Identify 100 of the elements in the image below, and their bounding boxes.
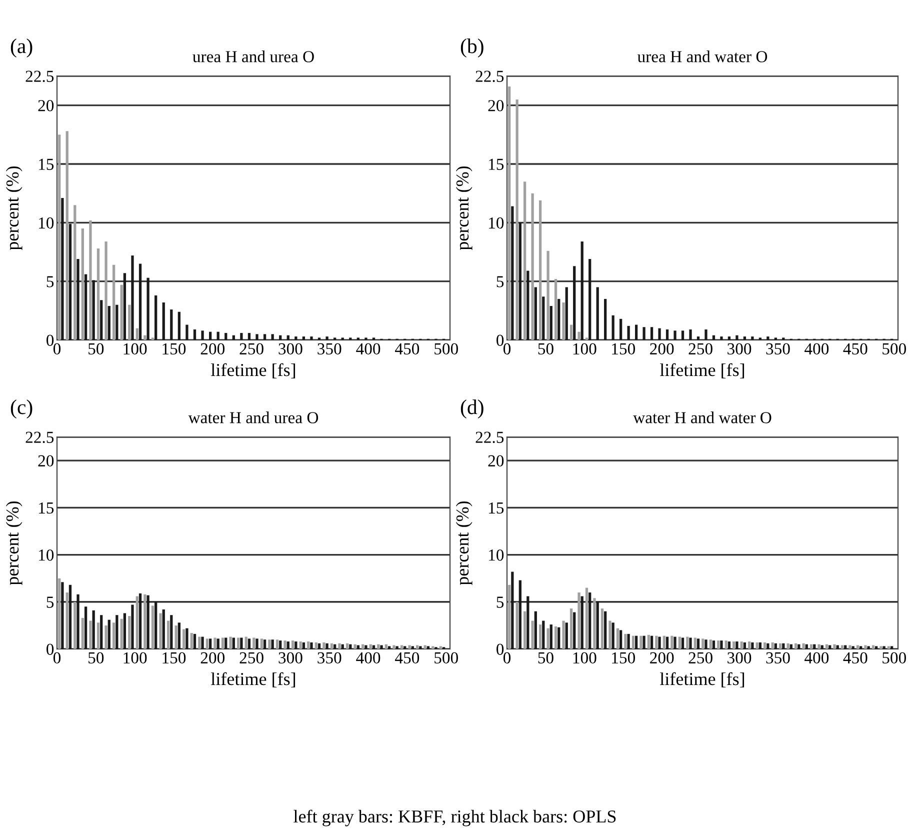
bar — [120, 284, 123, 340]
bar — [844, 645, 847, 649]
x-tick-label: 50 — [88, 652, 104, 664]
bar — [534, 287, 537, 340]
x-tick-label: 100 — [124, 652, 147, 664]
bar — [354, 644, 356, 649]
bar — [68, 224, 72, 340]
bar — [736, 335, 738, 340]
bar — [666, 636, 669, 649]
bar — [736, 641, 738, 649]
bar — [252, 638, 256, 649]
bar — [294, 641, 298, 649]
y-tick-label: 20 — [488, 455, 504, 466]
bar — [554, 626, 558, 649]
bar — [92, 280, 95, 340]
x-tick-label: 450 — [843, 652, 868, 664]
x-axis-title: lifetime [fs] — [660, 363, 744, 378]
bar — [751, 642, 754, 649]
bar — [96, 622, 100, 649]
x-tick-label: 350 — [766, 652, 790, 664]
bar — [662, 636, 666, 649]
x-tick-label: 500 — [882, 652, 906, 664]
bar — [790, 644, 792, 649]
bar — [131, 604, 134, 649]
x-tick-label: 250 — [688, 343, 712, 355]
bar — [634, 324, 638, 340]
bar — [612, 622, 614, 649]
bar — [112, 622, 116, 649]
bar — [224, 332, 228, 340]
bar — [104, 241, 108, 340]
bar — [208, 332, 212, 340]
bar — [326, 643, 328, 649]
bar — [704, 640, 708, 649]
bar — [232, 638, 235, 649]
bar — [825, 644, 828, 649]
bar — [271, 640, 274, 649]
bar — [380, 645, 383, 649]
bar — [771, 642, 774, 649]
bar — [162, 302, 165, 340]
bar — [404, 646, 406, 649]
x-tick-label: 300 — [728, 652, 752, 664]
x-tick-label: 150 — [612, 652, 636, 664]
chart-title: urea H and urea O — [192, 50, 314, 62]
y-tick-label: 20 — [38, 455, 54, 466]
x-tick-label: 150 — [162, 652, 186, 664]
bar — [286, 335, 290, 340]
bar — [542, 296, 545, 340]
bar — [627, 634, 630, 649]
bar — [538, 624, 542, 649]
bar — [627, 326, 630, 340]
y-tick-label: 10 — [39, 549, 54, 561]
bar — [318, 643, 321, 649]
y-axis-title: percent (%) — [456, 501, 472, 586]
bar — [151, 606, 154, 649]
bar — [232, 335, 235, 340]
bar — [709, 640, 712, 649]
bar — [263, 334, 266, 340]
bar — [523, 611, 526, 649]
y-tick-label: 15 — [39, 158, 54, 170]
bar — [74, 205, 76, 340]
bar — [526, 596, 530, 649]
bar — [565, 622, 568, 649]
x-tick-label: 50 — [88, 343, 104, 355]
bar — [774, 643, 777, 649]
bar — [554, 278, 558, 340]
bar — [260, 638, 263, 649]
y-tick-label: 5 — [46, 276, 54, 288]
bar — [526, 270, 530, 340]
bar — [426, 646, 430, 649]
bar — [758, 642, 762, 649]
x-tick-label: 500 — [434, 343, 458, 355]
x-axis-title: lifetime [fs] — [660, 672, 744, 688]
y-tick-label: 15 — [489, 502, 504, 514]
bar — [237, 638, 240, 649]
bar — [84, 274, 88, 340]
x-tick-label: 250 — [240, 343, 264, 355]
bar — [890, 646, 894, 649]
bar — [396, 646, 398, 649]
bar — [686, 636, 689, 649]
bar — [221, 638, 224, 649]
bar — [66, 131, 68, 340]
bar — [593, 598, 596, 649]
bar — [518, 222, 522, 340]
x-tick-label: 150 — [162, 343, 186, 355]
y-tick-label: 10 — [489, 217, 504, 229]
bar — [186, 628, 188, 649]
bar — [600, 608, 604, 649]
x-axis-title: lifetime [fs] — [210, 672, 296, 688]
y-axis-title: percent (%) — [456, 166, 472, 250]
bar — [112, 264, 116, 340]
bar — [362, 644, 364, 649]
x-tick-label: 100 — [573, 652, 596, 664]
x-tick-label: 100 — [124, 343, 147, 355]
x-tick-label: 100 — [573, 343, 596, 355]
bar — [860, 646, 862, 649]
y-tick-label: 22.5 — [476, 70, 504, 82]
bar — [284, 640, 286, 649]
bar — [887, 646, 890, 649]
bar — [681, 638, 684, 649]
bar — [720, 640, 723, 649]
